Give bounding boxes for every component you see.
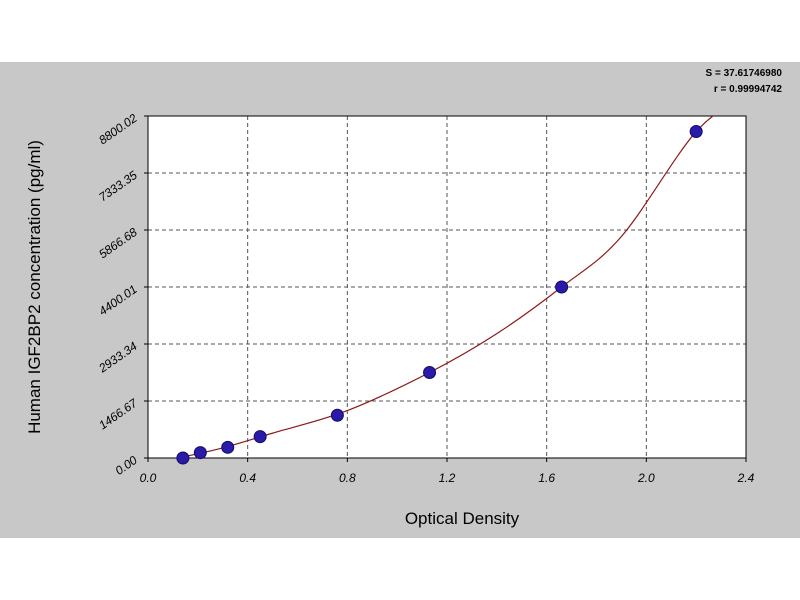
x-tick-label: 1.6	[538, 471, 555, 485]
y-tick-label: 2933.34	[95, 339, 140, 376]
data-point	[555, 280, 569, 294]
y-tick-label: 7333.35	[96, 168, 140, 205]
gridlines	[148, 116, 746, 458]
data-point	[330, 408, 344, 422]
y-axis-title: Human IGF2BP2 concentration (pg/ml)	[25, 140, 44, 434]
chart: 0.0 0.4 0.8 1.2 1.6 2.0 2.4 0.00 1466.67 2933.34…	[25, 68, 783, 528]
chart-panel: 0.0 0.4 0.8 1.2 1.6 2.0 2.4 0.00 1466.67 2933.34…	[0, 62, 800, 538]
x-tick-label: 1.2	[439, 471, 456, 485]
x-axis-title: Optical Density	[405, 509, 520, 528]
x-tick-label: 0.0	[140, 471, 157, 485]
x-tick-label: 2.0	[637, 471, 655, 485]
data-point	[253, 430, 267, 444]
x-tick-label: 0.4	[239, 471, 256, 485]
y-tick-label: 1466.67	[96, 395, 141, 432]
y-axis: 0.00 1466.67 2933.34 4400.01 5866.68 7333.35 8…	[95, 111, 148, 478]
stat-s: S = 37.61746980	[706, 68, 783, 79]
y-tick-label: 8800.02	[96, 111, 140, 148]
data-point	[221, 440, 235, 454]
data-point	[193, 446, 207, 460]
y-tick-label: 4400.01	[96, 282, 140, 318]
data-point	[423, 366, 437, 380]
y-tick-label: 5866.68	[96, 225, 140, 262]
x-tick-label: 2.4	[737, 471, 755, 485]
data-points	[176, 125, 703, 465]
data-point	[689, 125, 703, 139]
data-point	[176, 451, 190, 465]
x-axis: 0.0 0.4 0.8 1.2 1.6 2.0 2.4	[140, 458, 755, 485]
x-tick-label: 0.8	[339, 471, 356, 485]
stat-r: r = 0.99994742	[714, 84, 783, 95]
y-tick-label: 0.00	[113, 453, 140, 478]
